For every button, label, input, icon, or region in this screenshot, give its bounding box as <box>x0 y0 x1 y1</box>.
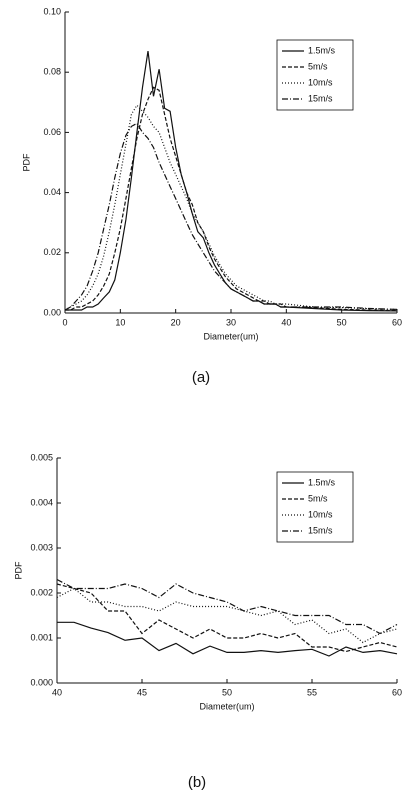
y-tick-label: 0.04 <box>43 187 61 197</box>
data-line <box>56 587 398 644</box>
y-tick-label: 0.00 <box>43 307 61 317</box>
x-axis-label: Diameter(um) <box>199 701 254 711</box>
x-tick-label: 30 <box>226 317 236 327</box>
legend-label: 5m/s <box>308 493 328 503</box>
data-line <box>56 578 398 635</box>
data-line <box>64 122 398 311</box>
legend-label: 15m/s <box>308 93 333 103</box>
legend-label: 10m/s <box>308 509 333 519</box>
legend-box <box>276 471 354 543</box>
x-tick-label: 60 <box>392 317 402 327</box>
x-tick-label: 50 <box>222 687 232 697</box>
x-tick-label: 60 <box>392 687 402 697</box>
y-axis-label: PDF <box>13 561 23 580</box>
y-axis-label: PDF <box>21 153 31 172</box>
x-tick-label: 0 <box>62 317 67 327</box>
x-tick-label: 40 <box>52 687 62 697</box>
x-tick-label: 45 <box>137 687 147 697</box>
x-tick-label: 50 <box>337 317 347 327</box>
data-line <box>65 86 398 312</box>
data-line <box>56 583 398 653</box>
caption: (a) <box>192 369 210 386</box>
y-tick-label: 0.000 <box>30 677 53 687</box>
data-line <box>64 104 398 311</box>
x-axis-label: Diameter(um) <box>203 331 258 341</box>
legend-label: 15m/s <box>308 525 333 535</box>
legend-label: 5m/s <box>308 61 328 71</box>
legend-label: 1.5m/s <box>308 45 336 55</box>
x-tick-label: 10 <box>115 317 125 327</box>
legend-label: 1.5m/s <box>308 477 336 487</box>
y-tick-label: 0.02 <box>43 247 61 257</box>
data-line <box>57 621 398 657</box>
y-tick-label: 0.002 <box>30 587 53 597</box>
x-tick-label: 55 <box>307 687 317 697</box>
x-tick-label: 40 <box>281 317 291 327</box>
x-tick-label: 20 <box>171 317 181 327</box>
caption: (b) <box>188 774 206 791</box>
y-tick-label: 0.001 <box>30 632 53 642</box>
y-tick-label: 0.005 <box>30 452 53 462</box>
y-tick-label: 0.004 <box>30 497 53 507</box>
y-tick-label: 0.003 <box>30 542 53 552</box>
y-tick-label: 0.10 <box>43 6 61 16</box>
legend-box <box>276 39 354 111</box>
y-tick-label: 0.06 <box>43 127 61 137</box>
legend-label: 10m/s <box>308 77 333 87</box>
y-tick-label: 0.08 <box>43 67 61 77</box>
